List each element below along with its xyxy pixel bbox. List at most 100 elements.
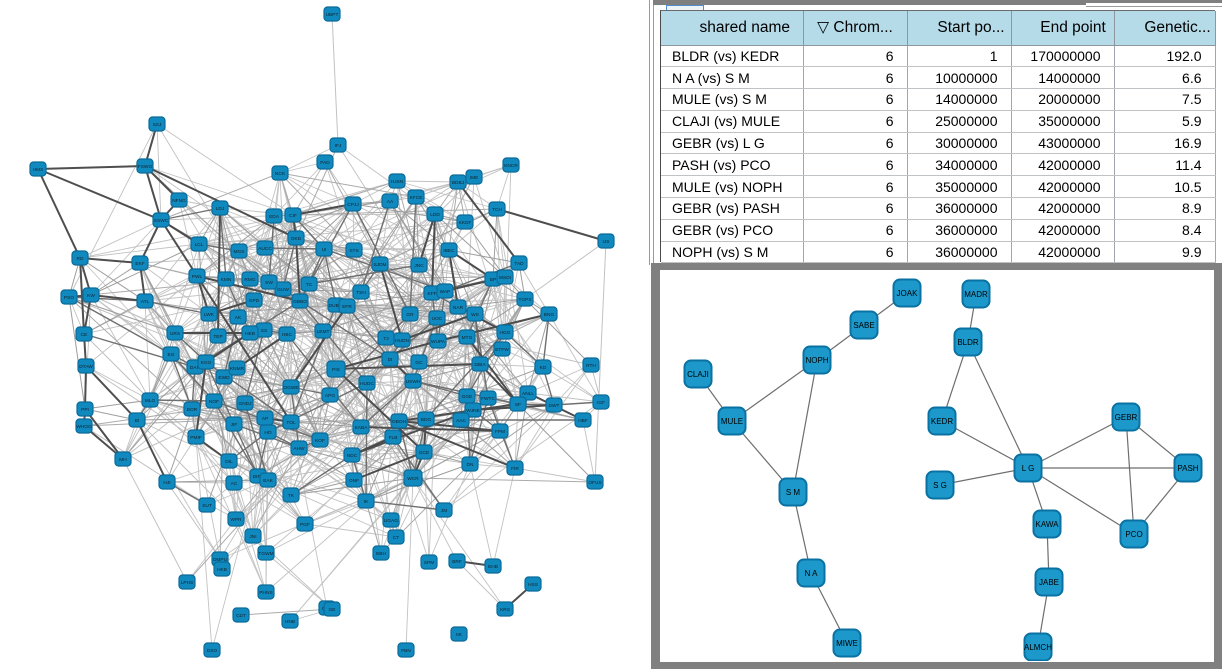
svg-text:DWT: DWT — [549, 403, 560, 409]
svg-text:TEP: TEP — [213, 334, 222, 340]
svg-text:PSO: PSO — [64, 295, 74, 301]
svg-text:BI: BI — [135, 418, 140, 424]
svg-text:WJNE: WJNE — [466, 408, 480, 414]
svg-text:CE: CE — [81, 332, 88, 338]
svg-text:SUT: SUT — [202, 503, 212, 509]
svg-text:WAP: WAP — [440, 289, 451, 295]
svg-text:GCE: GCE — [419, 450, 429, 456]
svg-text:FPM: FPM — [495, 429, 505, 435]
svg-text:DAN: DAN — [190, 365, 201, 371]
svg-text:PMIF: PMIF — [190, 435, 202, 441]
svg-text:AA: AA — [387, 199, 394, 205]
svg-text:HKB: HKB — [217, 567, 227, 573]
svg-text:TOL: TOL — [286, 420, 296, 426]
svg-text:HJI: HJI — [163, 480, 170, 486]
svg-text:HMS: HMS — [33, 167, 44, 173]
svg-text:TGPS: TGPS — [518, 297, 531, 303]
svg-text:N A: N A — [805, 569, 819, 578]
svg-text:EBH: EBH — [376, 551, 386, 557]
svg-text:PIS: PIS — [332, 367, 340, 373]
svg-text:HBC: HBC — [282, 332, 293, 338]
svg-text:ONF: ONF — [349, 478, 359, 484]
svg-text:EAK: EAK — [263, 478, 273, 484]
svg-text:SSJ: SSJ — [153, 122, 162, 128]
svg-text:S G: S G — [933, 481, 947, 490]
svg-text:DSO: DSO — [207, 648, 218, 654]
svg-text:FSWG: FSWG — [138, 164, 153, 170]
svg-text:RTH: RTH — [586, 363, 596, 369]
svg-text:OFUS: OFUS — [588, 480, 601, 486]
svg-text:TJ: TJ — [383, 336, 389, 342]
svg-text:CLAJI: CLAJI — [687, 370, 709, 379]
svg-text:RD: RD — [77, 256, 84, 262]
svg-text:LDJ: LDJ — [216, 206, 225, 212]
svg-text:UI: UI — [322, 247, 327, 253]
svg-text:GUW: GUW — [277, 287, 289, 293]
svg-text:BNG: BNG — [544, 312, 555, 318]
svg-text:LWK: LWK — [204, 312, 215, 318]
svg-text:NDC: NDC — [347, 453, 358, 459]
svg-text:PWL: PWL — [192, 274, 203, 280]
svg-text:CDT: CDT — [236, 613, 246, 619]
svg-text:NCK: NCK — [275, 171, 286, 177]
svg-text:NOPH: NOPH — [805, 356, 828, 365]
svg-text:IGF: IGF — [597, 400, 605, 406]
svg-text:UBPT: UBPT — [326, 12, 339, 18]
svg-text:JABE: JABE — [1039, 578, 1059, 587]
svg-text:DTAW: DTAW — [79, 364, 93, 370]
svg-text:DMPU: DMPU — [213, 557, 228, 563]
svg-text:BOR: BOR — [187, 407, 198, 413]
svg-text:KFF: KFF — [427, 291, 436, 297]
svg-text:OKD: OKD — [291, 236, 302, 242]
svg-text:AAC: AAC — [456, 418, 466, 424]
svg-text:STS: STS — [349, 248, 358, 254]
svg-text:WS: WS — [471, 312, 479, 318]
svg-text:TCH: TCH — [492, 207, 502, 213]
svg-text:DI: DI — [388, 357, 393, 363]
svg-text:MLG: MLG — [145, 398, 156, 404]
svg-text:HSS: HSS — [528, 582, 538, 588]
svg-text:CIF: CIF — [289, 213, 297, 219]
svg-text:EKF: EKF — [135, 261, 144, 267]
svg-text:PCO: PCO — [1125, 530, 1142, 539]
svg-text:HUDN: HUDN — [395, 338, 409, 344]
svg-text:EDA: EDA — [269, 214, 280, 220]
svg-text:KOF: KOF — [315, 438, 325, 444]
svg-text:MGS: MGS — [234, 249, 245, 255]
svg-text:BRF: BRF — [452, 559, 462, 565]
svg-text:KNCR: KNCR — [504, 163, 518, 169]
svg-text:DBIA: DBIA — [474, 362, 486, 368]
svg-text:BDG: BDG — [421, 417, 432, 423]
svg-text:AC: AC — [231, 481, 238, 487]
svg-text:UGAG: UGAG — [384, 518, 398, 524]
svg-text:SW: SW — [265, 280, 273, 286]
svg-text:TAD: TAD — [514, 261, 524, 267]
svg-text:KAWA: KAWA — [1036, 520, 1060, 529]
svg-text:TK: TK — [288, 493, 295, 499]
svg-text:GBBO: GBBO — [293, 299, 307, 305]
svg-text:HNB: HNB — [285, 619, 295, 625]
svg-text:WPR: WPR — [230, 517, 242, 523]
svg-text:WCR: WCR — [407, 476, 419, 482]
svg-text:FLB: FLB — [389, 435, 398, 441]
svg-text:CT: CT — [393, 535, 399, 541]
svg-text:EG: EG — [168, 352, 175, 358]
svg-text:SJDM: SJDM — [373, 262, 386, 268]
svg-text:HBF: HBF — [578, 418, 588, 424]
svg-text:USWH: USWH — [406, 379, 421, 385]
svg-text:WHOG: WHOG — [76, 424, 92, 430]
svg-text:UOC: UOC — [432, 316, 443, 322]
svg-text:PGF: PGF — [300, 522, 310, 528]
svg-text:PHNS: PHNS — [259, 590, 272, 596]
svg-text:SPM: SPM — [424, 560, 434, 566]
svg-text:JIF: JIF — [231, 422, 238, 428]
svg-text:GR: GR — [406, 312, 414, 318]
svg-text:GE: GE — [329, 607, 336, 613]
svg-text:IFJ: IFJ — [335, 143, 342, 149]
svg-text:S M: S M — [786, 488, 801, 497]
svg-text:KGO: KGO — [201, 360, 212, 366]
svg-text:BP: BP — [490, 277, 496, 283]
svg-text:MTG: MTG — [462, 335, 473, 341]
svg-text:KRS: KRS — [500, 607, 510, 613]
svg-text:DUBW: DUBW — [329, 303, 344, 309]
